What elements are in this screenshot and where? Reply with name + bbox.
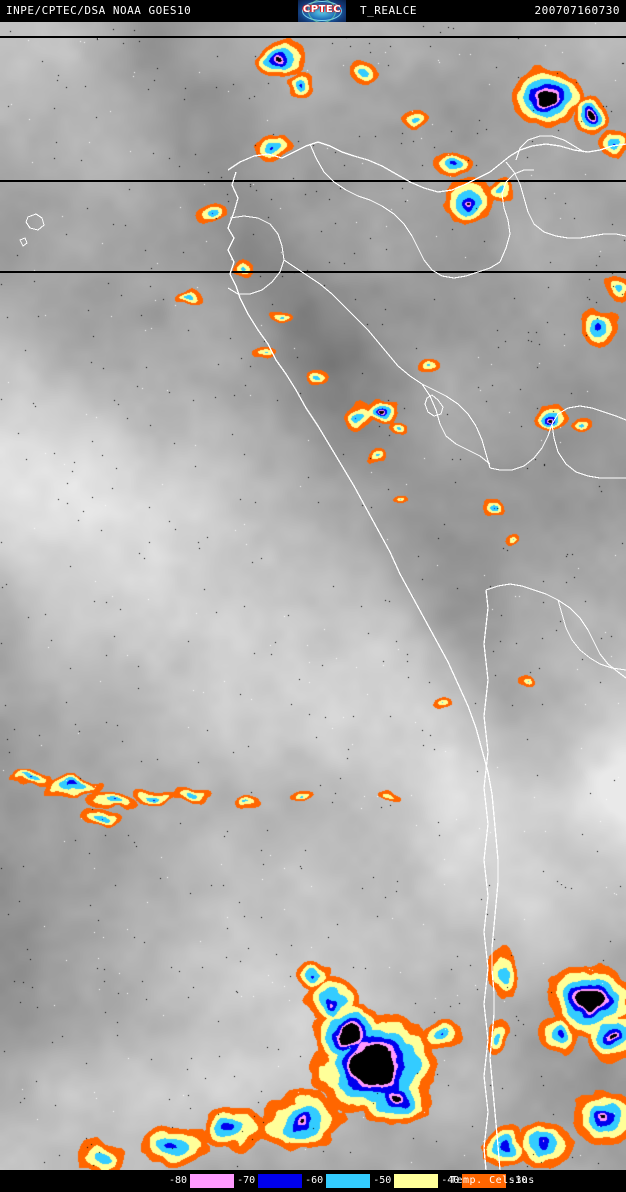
legend-units-label: Temp. Celsius [450, 1175, 535, 1186]
pink-swatch [190, 1174, 235, 1188]
lake-titicaca [424, 394, 444, 417]
legend-tick-minus30: -30 [506, 1174, 531, 1188]
bolivia-argentina-border [485, 583, 626, 679]
legend-tick-minus50: -50 [370, 1174, 395, 1188]
orange-swatch [462, 1174, 507, 1188]
cptec-logo: CPTEC [298, 0, 346, 22]
legend-scale: -80 -70 -60 -50 -40 -30 [166, 1174, 531, 1188]
guyana-suriname-border [505, 161, 626, 239]
caribbean-coastline [227, 141, 626, 193]
chile-argentina-border [483, 589, 489, 1170]
cptec-logo-text: CPTEC [302, 4, 342, 15]
legend-tick-minus80: -80 [166, 1174, 191, 1188]
peru-brazil-border [283, 259, 491, 469]
guyana-coastline [515, 135, 585, 161]
legend-tick-minus70: -70 [234, 1174, 259, 1188]
satellite-image-view [0, 22, 626, 1170]
map-overlay-layer [0, 36, 626, 1170]
legend-tick-minus40: -40 [438, 1174, 463, 1188]
island-outline [25, 213, 45, 231]
yellow-swatch [394, 1174, 439, 1188]
bolivia-brazil-border-east [551, 423, 626, 479]
cyan-swatch [326, 1174, 371, 1188]
logo-ring-inner [308, 0, 336, 22]
peru-bolivia-border [421, 383, 491, 465]
infrared-cloud-raster [0, 22, 626, 1170]
header-timestamp-label: 200707160730 [534, 4, 620, 17]
header-source-label: INPE/CPTEC/DSA NOAA GOES10 [6, 4, 192, 17]
pacific-coastline [227, 171, 501, 1170]
legend-tick-minus60: -60 [302, 1174, 327, 1188]
colombia-venezuela-border [309, 143, 501, 279]
header-product-label: T_REALCE [360, 4, 417, 17]
header-bar: INPE/CPTEC/DSA NOAA GOES10 CPTEC T_REALC… [0, 0, 626, 22]
temperature-legend: -80 -70 -60 -50 -40 -30 Temp. Celsius [0, 1170, 626, 1192]
bolivia-brazil-border-north [489, 405, 626, 471]
venezuela-guyana-border [499, 169, 534, 263]
island-outline-small [19, 237, 28, 247]
blue-swatch [258, 1174, 303, 1188]
ecuador-border [227, 215, 285, 295]
paraguay-border [557, 599, 626, 671]
